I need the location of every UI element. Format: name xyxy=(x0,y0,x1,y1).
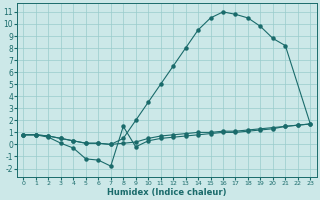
X-axis label: Humidex (Indice chaleur): Humidex (Indice chaleur) xyxy=(107,188,227,197)
